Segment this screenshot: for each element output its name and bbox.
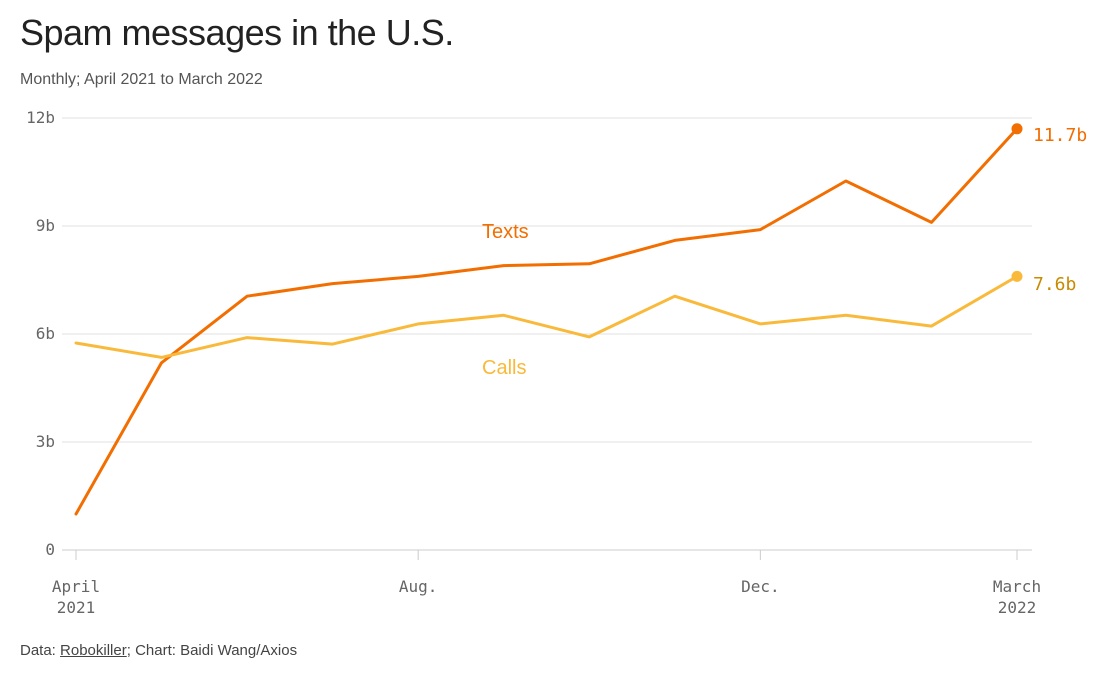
x-axis: April 2021 Aug. Dec. March 2022 [52,550,1041,617]
chart-footer: Data: Robokiller; Chart: Baidi Wang/Axio… [20,642,297,659]
y-tick-label-2: 6b [36,324,55,343]
calls-series-label: Calls [482,357,526,379]
x-tick-label-0-1: 2021 [57,598,96,617]
calls-end-value-label: 7.6b [1033,274,1076,295]
x-tick-label-3-0: March [993,577,1041,596]
chart-title: Spam messages in the U.S. [20,12,454,53]
x-tick-label-2-0: Dec. [741,577,780,596]
footer-suffix: ; Chart: Baidi Wang/Axios [126,642,298,659]
x-tick-label-1-0: Aug. [399,577,438,596]
chart-subtitle: Monthly; April 2021 to March 2022 [20,71,263,88]
x-tick-label-0-0: April [52,577,100,596]
calls-line [74,274,1019,359]
texts-line [74,127,1019,516]
y-tick-label-3: 9b [36,216,55,235]
y-tick-label-4: 12b [26,108,55,127]
source-link[interactable]: Robokiller [60,642,127,659]
y-tick-label-1: 3b [36,432,55,451]
texts-end-point [1011,123,1023,135]
texts-series-label: Texts [482,221,529,243]
x-tick-label-3-1: 2022 [998,598,1037,617]
y-tick-label-0: 0 [45,540,55,559]
calls-end-point [1011,270,1023,282]
gridlines [62,117,1032,551]
footer-prefix: Data: [20,642,61,659]
y-axis-labels: 0 3b 6b 9b 12b [26,108,55,559]
series-lines [74,123,1023,516]
texts-end-value-label: 11.7b [1033,125,1087,146]
